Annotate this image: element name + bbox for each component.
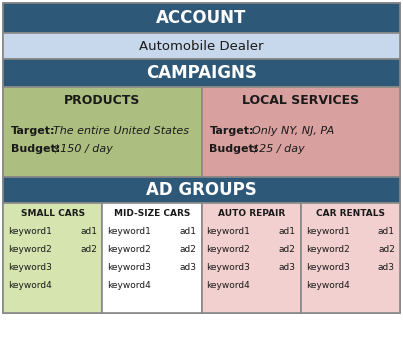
Text: $150 / day: $150 / day bbox=[53, 144, 113, 154]
Text: keyword4: keyword4 bbox=[306, 280, 349, 290]
Text: ad1: ad1 bbox=[378, 226, 395, 236]
Text: ad1: ad1 bbox=[279, 226, 296, 236]
Text: keyword4: keyword4 bbox=[8, 280, 52, 290]
Text: ACCOUNT: ACCOUNT bbox=[156, 9, 247, 27]
Bar bbox=[202, 203, 301, 313]
Text: keyword1: keyword1 bbox=[8, 226, 52, 236]
Text: Target:: Target: bbox=[11, 126, 56, 136]
Text: LOCAL SERVICES: LOCAL SERVICES bbox=[242, 95, 359, 107]
Text: ad3: ad3 bbox=[279, 262, 296, 271]
Bar bbox=[3, 87, 202, 177]
Text: ad2: ad2 bbox=[279, 245, 296, 254]
Text: keyword2: keyword2 bbox=[107, 245, 151, 254]
Text: keyword3: keyword3 bbox=[107, 262, 151, 271]
Text: keyword4: keyword4 bbox=[206, 280, 250, 290]
Text: keyword2: keyword2 bbox=[306, 245, 349, 254]
Text: keyword2: keyword2 bbox=[8, 245, 52, 254]
Text: MID-SIZE CARS: MID-SIZE CARS bbox=[114, 208, 190, 217]
Bar bbox=[3, 203, 102, 313]
Text: keyword3: keyword3 bbox=[206, 262, 250, 271]
Text: keyword2: keyword2 bbox=[206, 245, 250, 254]
Text: keyword1: keyword1 bbox=[206, 226, 250, 236]
Text: The entire United States: The entire United States bbox=[53, 126, 189, 136]
Bar bbox=[3, 59, 400, 87]
Text: keyword3: keyword3 bbox=[8, 262, 52, 271]
Text: ad2: ad2 bbox=[180, 245, 197, 254]
Bar bbox=[102, 203, 202, 313]
Text: ad2: ad2 bbox=[80, 245, 97, 254]
Bar bbox=[3, 177, 400, 203]
Text: ad1: ad1 bbox=[179, 226, 197, 236]
Text: ad3: ad3 bbox=[378, 262, 395, 271]
Bar bbox=[3, 33, 400, 59]
Text: CAR RENTALS: CAR RENTALS bbox=[316, 208, 385, 217]
Text: keyword1: keyword1 bbox=[306, 226, 350, 236]
Text: ad2: ad2 bbox=[378, 245, 395, 254]
Text: AUTO REPAIR: AUTO REPAIR bbox=[218, 208, 285, 217]
Bar bbox=[3, 3, 400, 33]
Text: CAMPAIGNS: CAMPAIGNS bbox=[146, 64, 257, 82]
Text: Budget:: Budget: bbox=[11, 144, 60, 154]
Text: keyword4: keyword4 bbox=[107, 280, 151, 290]
Bar bbox=[202, 87, 400, 177]
Text: Only NY, NJ, PA: Only NY, NJ, PA bbox=[251, 126, 334, 136]
Bar bbox=[301, 203, 400, 313]
Text: AD GROUPS: AD GROUPS bbox=[146, 181, 257, 199]
Text: Target:: Target: bbox=[210, 126, 254, 136]
Text: keyword1: keyword1 bbox=[107, 226, 151, 236]
Text: ad3: ad3 bbox=[179, 262, 197, 271]
Text: PRODUCTS: PRODUCTS bbox=[64, 95, 140, 107]
Text: SMALL CARS: SMALL CARS bbox=[21, 208, 85, 217]
Text: keyword3: keyword3 bbox=[306, 262, 350, 271]
Text: ad1: ad1 bbox=[80, 226, 97, 236]
Text: Budget:: Budget: bbox=[210, 144, 259, 154]
Text: $25 / day: $25 / day bbox=[251, 144, 304, 154]
Text: Automobile Dealer: Automobile Dealer bbox=[139, 40, 264, 53]
